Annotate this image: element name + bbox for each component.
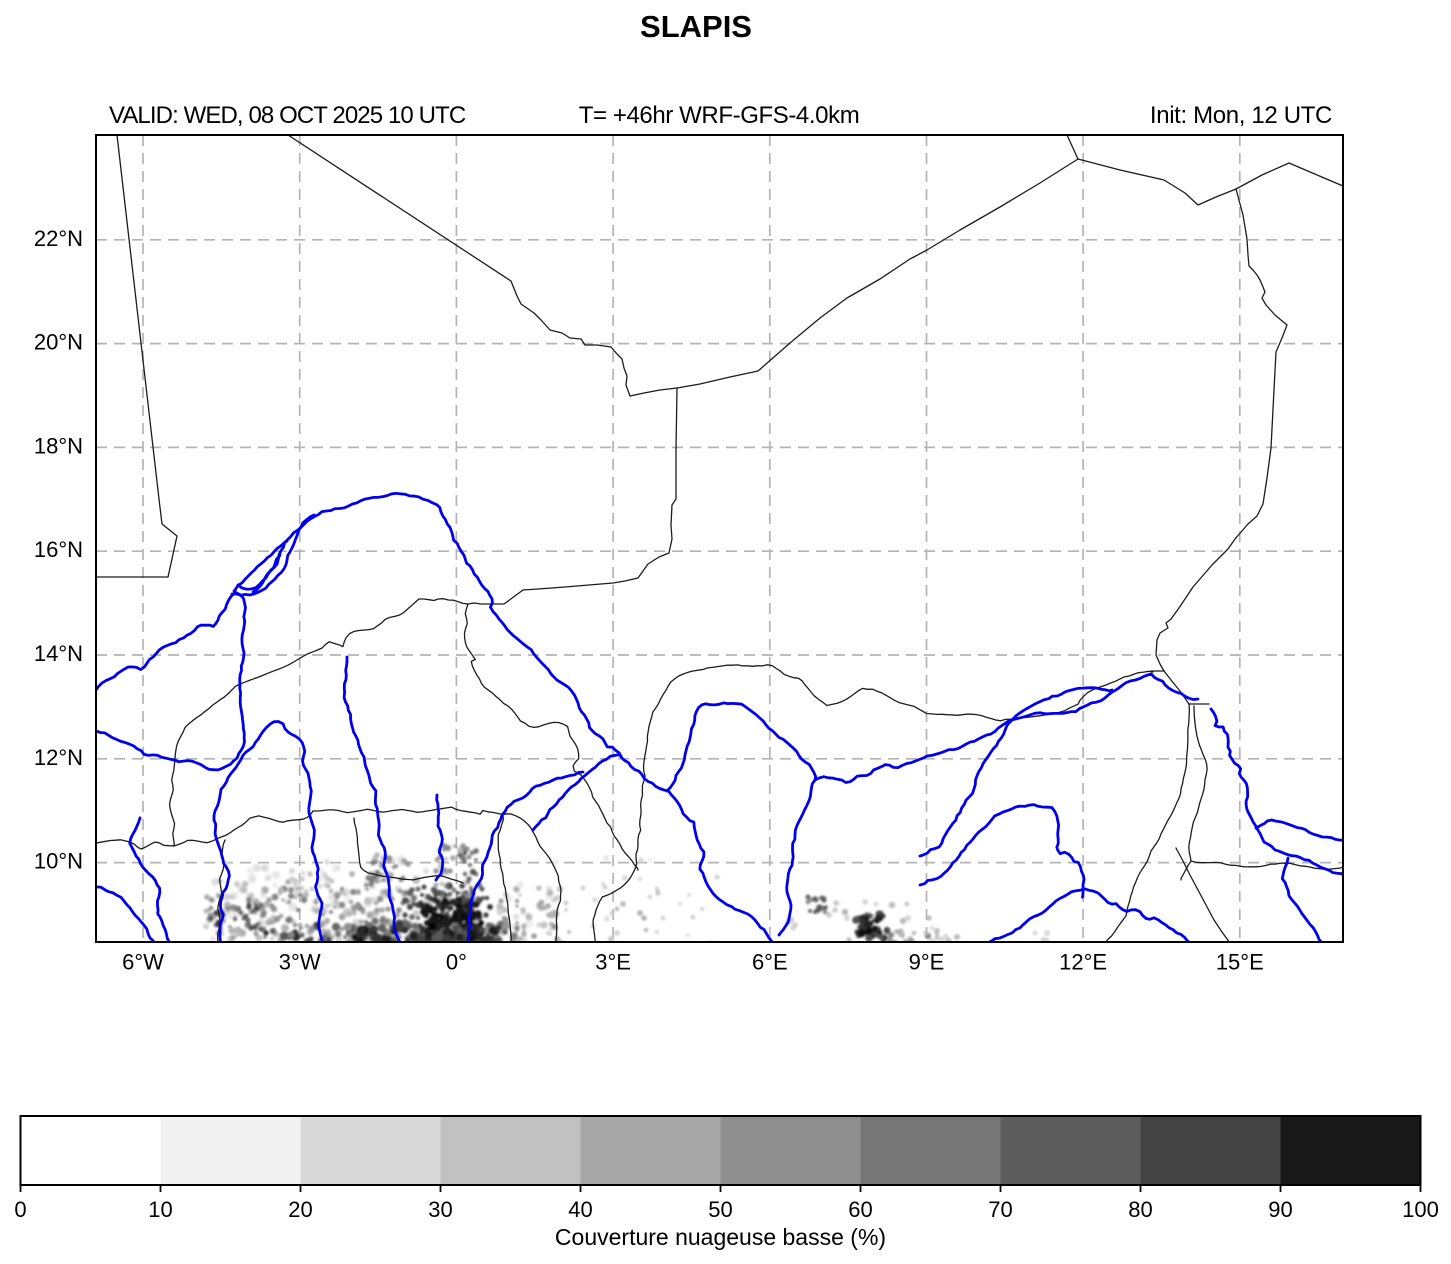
svg-text:9°E: 9°E: [909, 950, 945, 975]
svg-text:T= +46hr WRF-GFS-4.0km: T= +46hr WRF-GFS-4.0km: [579, 102, 860, 129]
svg-text:22°N: 22°N: [34, 226, 83, 251]
svg-text:10°N: 10°N: [34, 849, 83, 874]
svg-text:Couverture nuageuse basse (%): Couverture nuageuse basse (%): [555, 1224, 886, 1250]
svg-text:Init: Mon, 12 UTC: Init: Mon, 12 UTC: [1150, 102, 1332, 129]
svg-text:80: 80: [1128, 1197, 1152, 1222]
svg-text:18°N: 18°N: [34, 433, 83, 458]
svg-text:60: 60: [848, 1197, 872, 1222]
svg-text:3°E: 3°E: [595, 950, 631, 975]
svg-text:20°N: 20°N: [34, 330, 83, 355]
svg-text:12°N: 12°N: [34, 745, 83, 770]
svg-text:10: 10: [148, 1197, 172, 1222]
svg-text:0°: 0°: [446, 950, 467, 975]
svg-text:30: 30: [428, 1197, 452, 1222]
svg-text:SLAPIS: SLAPIS: [640, 9, 752, 44]
svg-text:3°W: 3°W: [279, 950, 321, 975]
svg-text:40: 40: [568, 1197, 592, 1222]
svg-text:90: 90: [1268, 1197, 1292, 1222]
svg-text:50: 50: [708, 1197, 732, 1222]
svg-text:6°E: 6°E: [752, 950, 788, 975]
svg-text:14°N: 14°N: [34, 641, 83, 666]
svg-text:6°W: 6°W: [122, 950, 164, 975]
svg-text:16°N: 16°N: [34, 537, 83, 562]
svg-text:0: 0: [14, 1197, 26, 1222]
svg-text:12°E: 12°E: [1059, 950, 1107, 975]
svg-text:100: 100: [1402, 1197, 1439, 1222]
svg-text:15°E: 15°E: [1216, 950, 1264, 975]
svg-text:70: 70: [988, 1197, 1012, 1222]
svg-text:20: 20: [288, 1197, 312, 1222]
svg-text:VALID: WED, 08 OCT 2025 10 UTC: VALID: WED, 08 OCT 2025 10 UTC: [109, 102, 466, 129]
